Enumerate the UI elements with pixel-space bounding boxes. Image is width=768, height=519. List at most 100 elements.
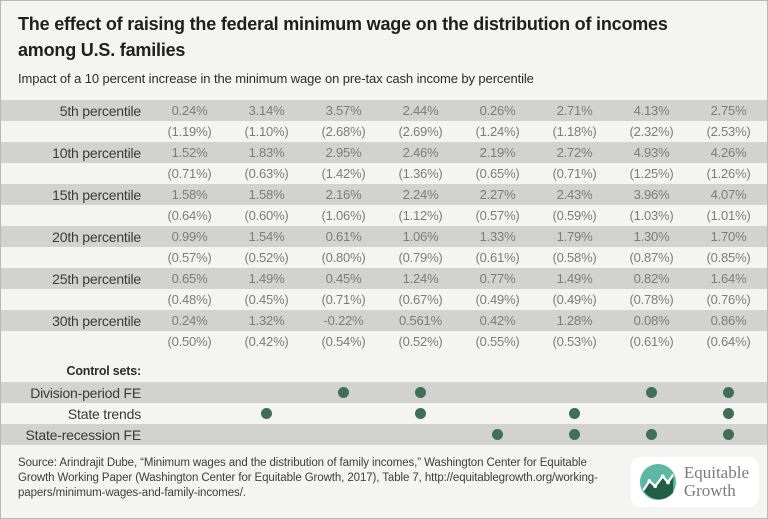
std-error-cell: (1.19%) (167, 124, 212, 139)
estimate-cell: 3.57% (325, 103, 362, 118)
control-set-row: Division-period FE (1, 382, 767, 403)
results-table: 5th percentile 0.24% 3.14% 3.57% 2.44% 0.26% 2… (1, 100, 767, 352)
table-row-estimates: 25th percentile 0.65% 1.49% 0.45% 1.24% 0.77%… (1, 268, 767, 289)
control-dot (723, 408, 734, 419)
table-row-std-errors: (1.19%) (1.10%) (2.68%) (2.69%) (1.24%) (1.18… (1, 121, 767, 142)
control-dot (646, 429, 657, 440)
control-dot-cell (382, 408, 459, 419)
estimate-cell: 1.24% (402, 271, 439, 286)
std-error-cell: (1.36%) (398, 166, 443, 181)
estimate-cell: 1.06% (402, 229, 439, 244)
estimate-cell: 2.46% (402, 145, 439, 160)
std-error-cell: (1.01%) (706, 208, 751, 223)
row-label: 20th percentile (52, 228, 141, 245)
control-sets-rows: Division-period FE State trends State-rece… (1, 382, 767, 445)
estimate-cell: 1.64% (710, 271, 747, 286)
estimate-cell: 0.08% (633, 313, 670, 328)
std-error-cell: (1.12%) (398, 208, 443, 223)
control-sets-header: Control sets: (1, 359, 767, 382)
control-set-row: State-recession FE (1, 424, 767, 445)
estimate-cell: 0.99% (171, 229, 208, 244)
logo-wordmark: Equitable Growth (684, 464, 749, 500)
estimate-cell: 1.58% (248, 187, 285, 202)
control-dot (569, 408, 580, 419)
std-error-cell: (0.80%) (321, 250, 366, 265)
std-error-cell: (0.52%) (398, 334, 443, 349)
table-row-estimates: 15th percentile 1.58% 1.58% 2.16% 2.24% 2.27%… (1, 184, 767, 205)
estimate-cell: 4.93% (633, 145, 670, 160)
control-dot-cell (228, 408, 305, 419)
estimate-cell: 4.07% (710, 187, 747, 202)
std-error-cell: (0.48%) (167, 292, 212, 307)
std-error-cell: (0.71%) (552, 166, 597, 181)
estimate-cell: 1.83% (248, 145, 285, 160)
estimate-cell: 0.26% (479, 103, 516, 118)
std-error-cell: (0.71%) (167, 166, 212, 181)
estimate-cell: 0.77% (479, 271, 516, 286)
estimate-cell: 2.71% (556, 103, 593, 118)
control-dot-cell (690, 429, 767, 440)
table-row-estimates: 10th percentile 1.52% 1.83% 2.95% 2.46% 2.19%… (1, 142, 767, 163)
std-error-cell: (0.76%) (706, 292, 751, 307)
estimate-cell: 2.24% (402, 187, 439, 202)
estimate-cell: 0.82% (633, 271, 670, 286)
std-error-cell: (0.42%) (244, 334, 289, 349)
std-error-cell: (0.71%) (321, 292, 366, 307)
std-error-cell: (0.49%) (475, 292, 520, 307)
control-dot (492, 429, 503, 440)
control-sets-section: Control sets: Division-period FE State tr… (1, 359, 767, 445)
table-row-estimates: 20th percentile 0.99% 1.54% 0.61% 1.06% 1.33%… (1, 226, 767, 247)
estimate-cell: 2.19% (479, 145, 516, 160)
estimate-cell: 0.24% (171, 103, 208, 118)
estimate-cell: 1.70% (710, 229, 747, 244)
estimate-cell: 3.14% (248, 103, 285, 118)
estimate-cell: 0.42% (479, 313, 516, 328)
estimate-cell: 1.54% (248, 229, 285, 244)
row-label: 15th percentile (52, 186, 141, 203)
estimate-cell: 0.561% (399, 313, 442, 328)
control-dot (723, 387, 734, 398)
table-row-std-errors: (0.48%) (0.45%) (0.71%) (0.67%) (0.49%) (0.49… (1, 289, 767, 310)
control-dot-cell (536, 429, 613, 440)
table-row-std-errors: (0.57%) (0.52%) (0.80%) (0.79%) (0.61%) (0.58… (1, 247, 767, 268)
std-error-cell: (0.79%) (398, 250, 443, 265)
std-error-cell: (2.32%) (629, 124, 674, 139)
std-error-cell: (0.54%) (321, 334, 366, 349)
control-dot (569, 429, 580, 440)
row-label: 30th percentile (52, 312, 141, 329)
estimate-cell: 4.13% (633, 103, 670, 118)
std-error-cell: (0.60%) (244, 208, 289, 223)
estimate-cell: 0.61% (325, 229, 362, 244)
std-error-cell: (0.64%) (706, 334, 751, 349)
estimate-cell: 1.49% (248, 271, 285, 286)
estimate-cell: 0.65% (171, 271, 208, 286)
std-error-cell: (0.55%) (475, 334, 520, 349)
std-error-cell: (0.65%) (475, 166, 520, 181)
estimate-cell: 1.28% (556, 313, 593, 328)
control-dot (415, 408, 426, 419)
page-title: The effect of raising the federal minimu… (18, 14, 668, 60)
control-set-label: State-recession FE (25, 426, 142, 443)
estimate-cell: 0.86% (710, 313, 747, 328)
logo-word-growth: Growth (683, 481, 736, 500)
estimate-cell: 0.24% (171, 313, 208, 328)
std-error-cell: (2.69%) (398, 124, 443, 139)
control-dot-cell (690, 387, 767, 398)
control-dot-cell (613, 387, 690, 398)
control-dot (723, 429, 734, 440)
row-label: 25th percentile (52, 270, 141, 287)
estimate-cell: 4.26% (710, 145, 747, 160)
estimate-cell: 0.45% (325, 271, 362, 286)
control-dot-cell (613, 429, 690, 440)
std-error-cell: (1.18%) (552, 124, 597, 139)
table-row-std-errors: (0.71%) (0.63%) (1.42%) (1.36%) (0.65%) (0.71… (1, 163, 767, 184)
estimate-cell: 1.33% (479, 229, 516, 244)
std-error-cell: (1.03%) (629, 208, 674, 223)
figure-header: The effect of raising the federal minimu… (1, 1, 767, 87)
estimate-cell: 3.96% (633, 187, 670, 202)
std-error-cell: (0.53%) (552, 334, 597, 349)
std-error-cell: (1.10%) (244, 124, 289, 139)
estimate-cell: 2.43% (556, 187, 593, 202)
control-dot-cell (459, 429, 536, 440)
